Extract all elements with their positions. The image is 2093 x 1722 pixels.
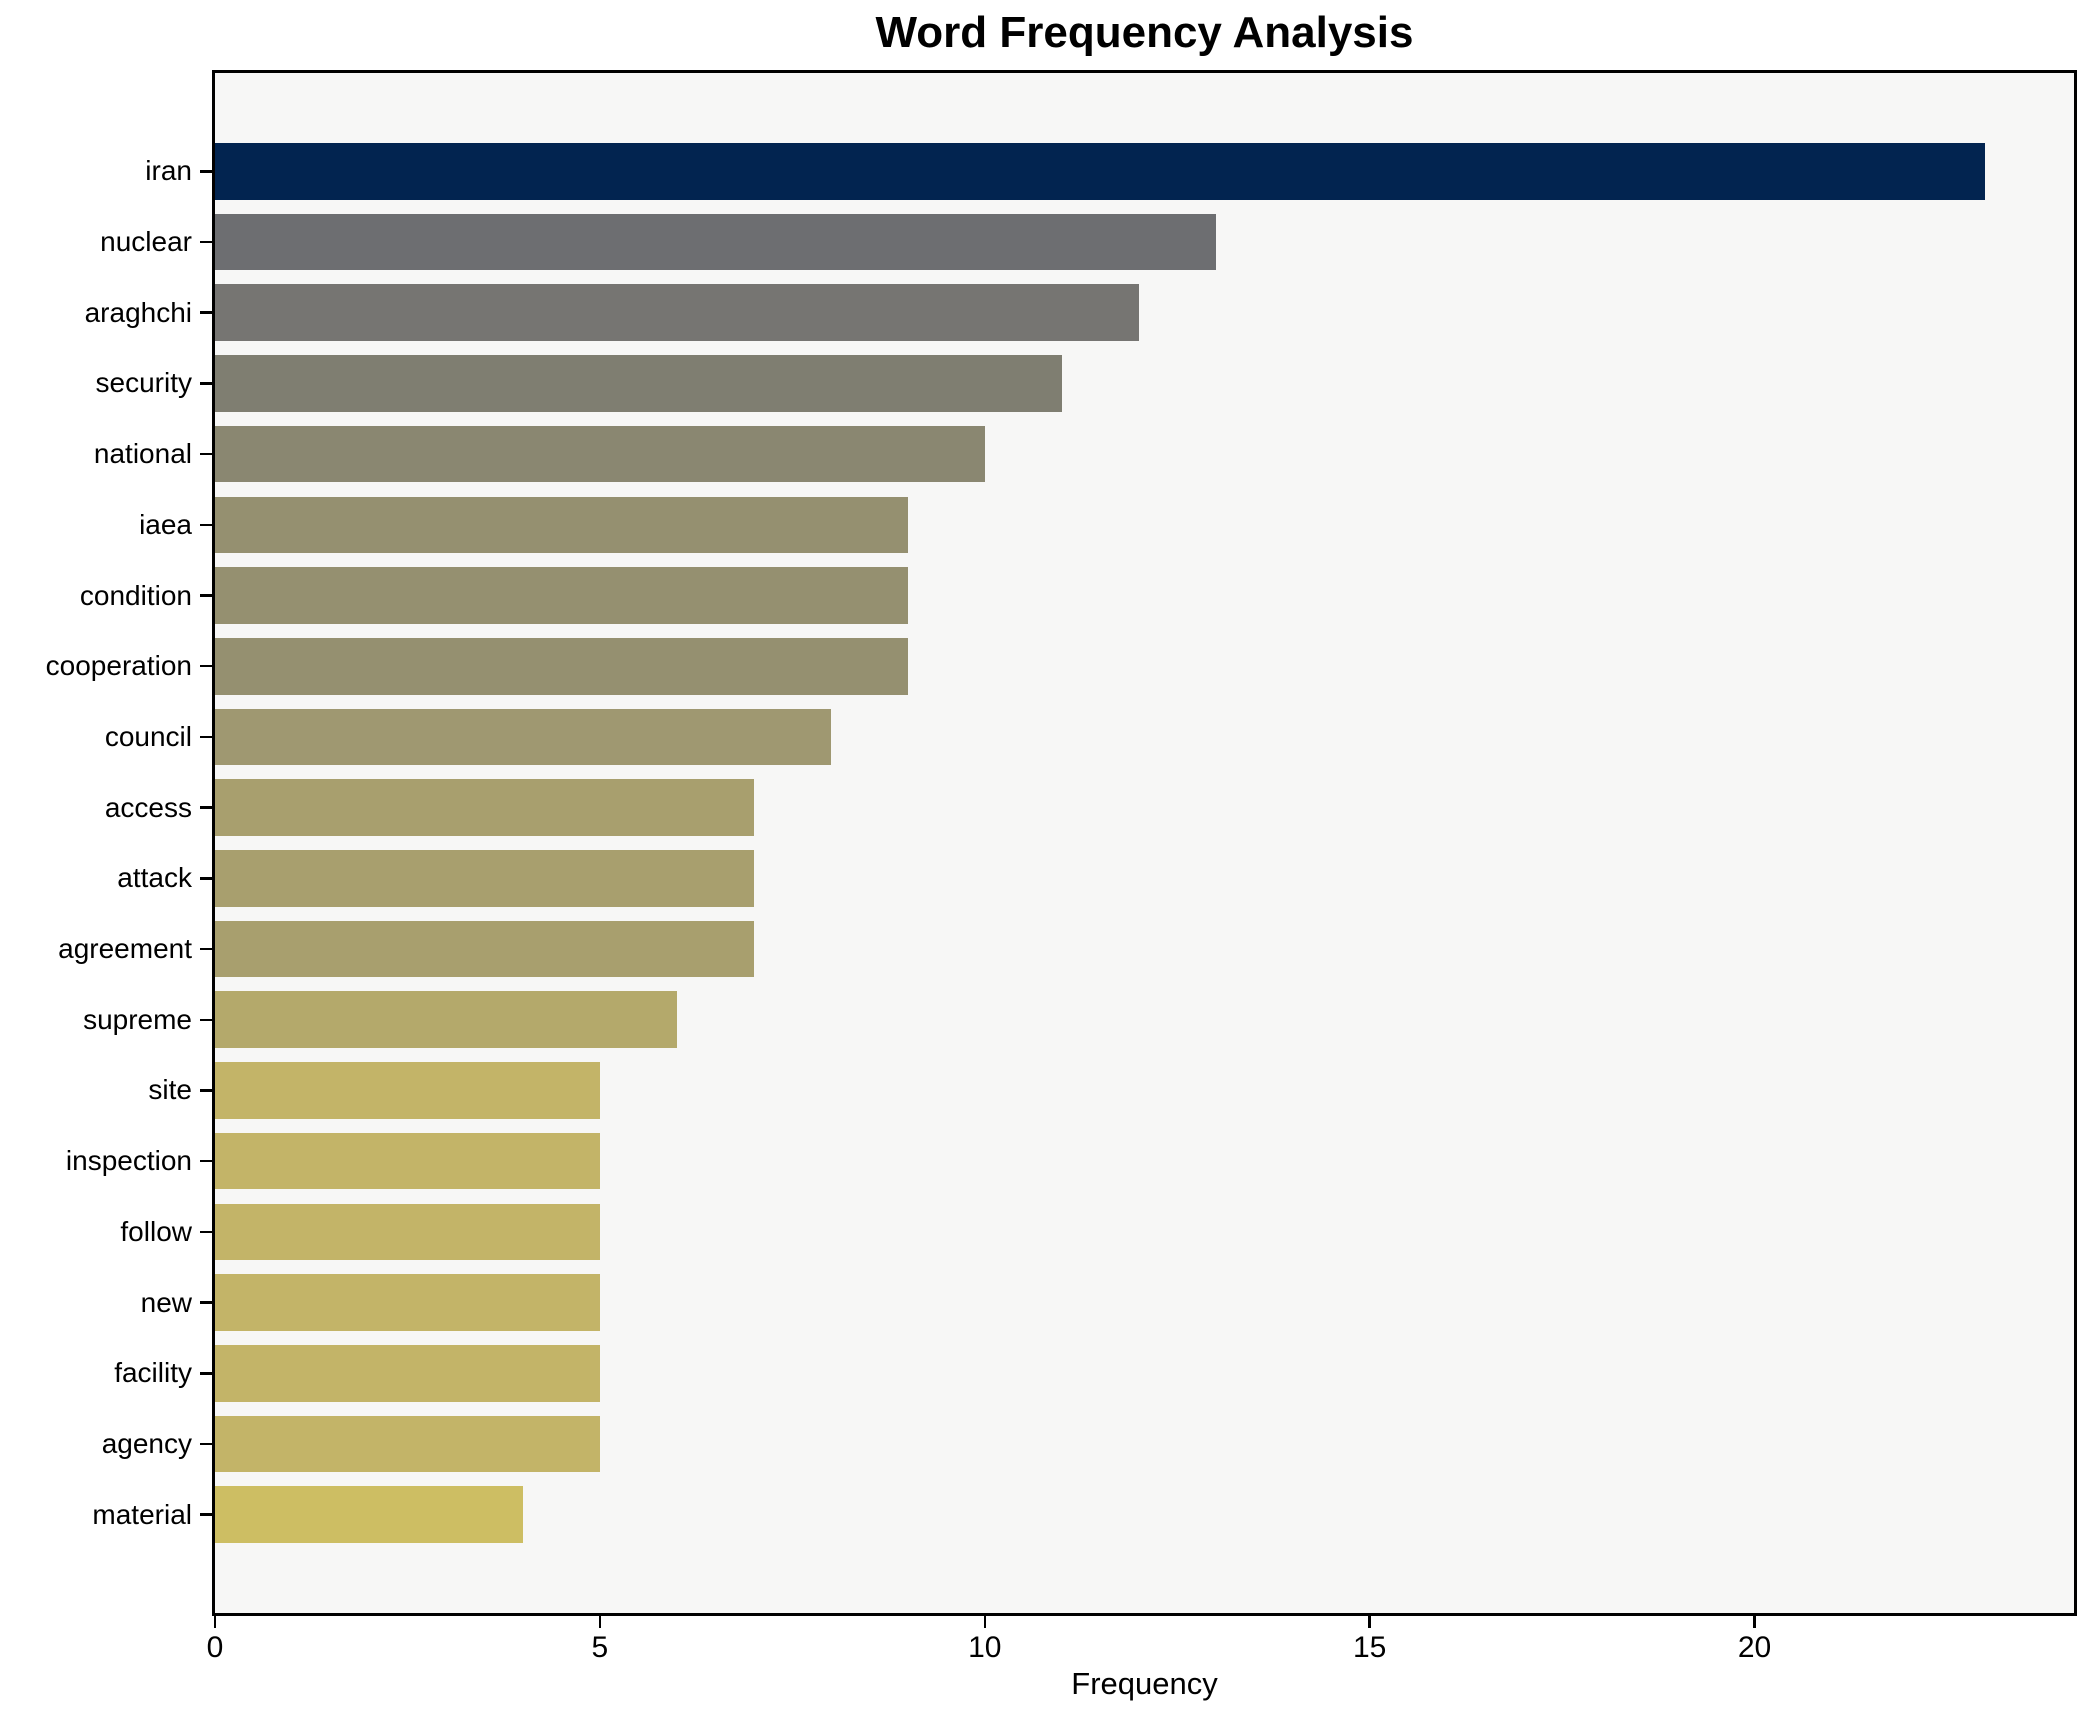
plot-area [212, 70, 2077, 1616]
y-tick-label: follow [120, 1215, 192, 1247]
bar-national [215, 425, 985, 483]
y-tick-label: national [93, 438, 192, 470]
y-tick [200, 1301, 212, 1304]
bar-material [215, 1486, 523, 1543]
bar-security [215, 355, 1062, 412]
bar-site [215, 1062, 600, 1119]
x-tick [1368, 1616, 1371, 1628]
y-tick-label: agreement [58, 933, 192, 965]
y-tick [200, 382, 212, 385]
y-tick-label: inspection [65, 1145, 192, 1177]
bar-supreme [215, 991, 677, 1049]
x-tick-label: 10 [968, 1631, 1002, 1664]
y-tick-label: iaea [139, 508, 192, 540]
y-tick [200, 1372, 212, 1375]
y-tick [200, 1230, 212, 1234]
y-tick-label: facility [114, 1357, 192, 1389]
x-tick-label: 0 [206, 1631, 224, 1664]
x-tick-label: 5 [591, 1631, 609, 1664]
bar-condition [215, 567, 908, 624]
y-tick [200, 170, 212, 173]
bar-araghchi [215, 284, 1139, 341]
y-tick-label: condition [79, 579, 192, 611]
y-tick [200, 594, 212, 597]
y-tick [200, 240, 212, 244]
x-axis-label: Frequency [1071, 1666, 1218, 1701]
bar-attack [215, 850, 754, 907]
y-tick [200, 452, 212, 456]
y-tick [200, 311, 212, 314]
bar-council [215, 708, 831, 766]
x-tick [213, 1616, 217, 1628]
y-tick [200, 664, 212, 668]
y-tick-label: agency [101, 1428, 192, 1459]
bar-agency [215, 1415, 600, 1473]
y-tick [200, 806, 212, 809]
y-tick [200, 523, 212, 527]
y-tick [200, 1513, 212, 1516]
y-tick [200, 947, 212, 951]
x-tick-label: 15 [1352, 1631, 1387, 1664]
y-tick [200, 735, 212, 739]
y-tick-label: attack [117, 862, 192, 894]
y-tick [200, 877, 212, 880]
chart-title: Word Frequency Analysis [875, 8, 1414, 57]
y-tick-label: access [104, 791, 192, 823]
x-tick [983, 1616, 987, 1628]
y-tick-label: new [140, 1286, 192, 1318]
x-tick [1753, 1616, 1756, 1628]
y-tick-label: security [95, 367, 192, 399]
bar-new [215, 1274, 600, 1331]
y-tick-label: iran [145, 155, 192, 187]
y-tick-label: supreme [83, 1003, 192, 1035]
bar-access [215, 779, 754, 836]
y-tick-label: council [104, 720, 192, 752]
bar-nuclear [215, 213, 1216, 271]
y-tick [200, 1089, 212, 1092]
bar-inspection [215, 1132, 600, 1190]
y-tick [200, 1159, 212, 1163]
bar-iran [215, 143, 1986, 200]
bar-facility [215, 1345, 600, 1402]
bar-agreement [215, 920, 754, 978]
y-tick [200, 1018, 212, 1022]
x-tick-label: 20 [1737, 1631, 1772, 1664]
x-tick [598, 1616, 602, 1628]
bar-iaea [215, 496, 908, 554]
y-tick-label: nuclear [100, 225, 192, 257]
y-tick-label: cooperation [45, 650, 192, 682]
bar-follow [215, 1203, 600, 1261]
y-tick-label: araghchi [84, 296, 192, 328]
y-tick-label: material [92, 1498, 192, 1530]
y-tick [200, 1442, 212, 1446]
bar-cooperation [215, 637, 908, 695]
y-tick-label: site [148, 1074, 192, 1106]
